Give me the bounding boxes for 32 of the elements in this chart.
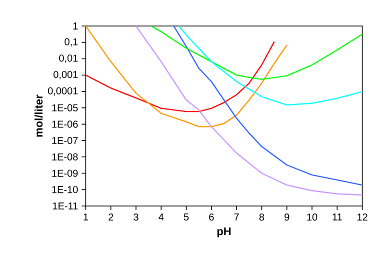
y-tick-label: 1E-11	[53, 202, 78, 210]
x-axis-title: pH	[217, 227, 231, 238]
line-series	[85, 41, 275, 112]
line-series	[150, 25, 363, 80]
x-tick-label: 2	[108, 214, 114, 221]
y-tick-label: 1E-09	[52, 170, 78, 177]
x-tick-label: 7	[234, 214, 239, 220]
y-tick-label: 0,01	[59, 54, 78, 63]
y-tick-label: 1E-07	[52, 137, 78, 144]
y-axis-title: mol/liter	[34, 94, 43, 137]
y-tick-label: 1	[73, 22, 78, 30]
y-tick-label: 0,001	[54, 70, 78, 80]
x-tick-label: 12	[358, 214, 368, 221]
x-tick-label: 10	[307, 214, 318, 221]
y-tick-label: 1E-06	[52, 120, 78, 128]
x-tick-label: 5	[184, 214, 189, 220]
y-tick-label: 1E-10	[52, 186, 78, 194]
x-tick-label: 3	[134, 214, 138, 221]
y-tick-label: 0,1	[64, 38, 78, 46]
x-tick-label: 1	[84, 214, 88, 220]
line-series	[178, 25, 363, 106]
x-tick-label: 6	[209, 214, 214, 221]
y-tick-label: 1E-08	[52, 153, 78, 160]
line-series	[173, 25, 363, 186]
x-tick-label: 8	[259, 214, 264, 221]
line-series	[135, 25, 363, 196]
x-tick-label: 11	[332, 214, 342, 220]
line-series	[85, 25, 288, 128]
x-tick-label: 9	[284, 214, 290, 221]
y-tick-label: 0,0001	[48, 87, 78, 96]
y-tick-label: 1E-05	[52, 104, 78, 112]
x-tick-label: 4	[158, 214, 164, 220]
